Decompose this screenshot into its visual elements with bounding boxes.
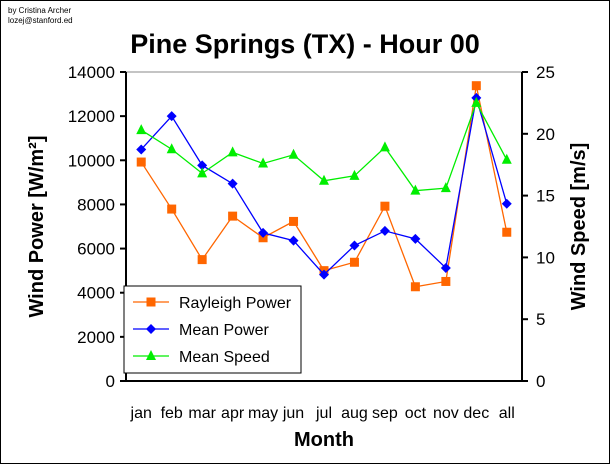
data-point xyxy=(166,143,177,154)
credit-author: by Cristina Archer xyxy=(8,6,72,15)
legend-marker xyxy=(146,324,156,334)
data-point xyxy=(136,157,146,167)
chart-title: Pine Springs (TX) - Hour 00 xyxy=(130,29,480,59)
x-tick-label: jan xyxy=(130,405,152,422)
y-tick-label: 4000 xyxy=(77,284,115,303)
data-point xyxy=(167,204,177,214)
data-point xyxy=(258,157,269,168)
x-tick-label: sep xyxy=(372,405,398,422)
data-point xyxy=(502,227,512,237)
data-point xyxy=(441,276,451,286)
data-point xyxy=(258,227,269,238)
y-tick-label: 0 xyxy=(106,372,115,391)
data-point xyxy=(228,211,238,221)
data-point xyxy=(410,233,421,244)
x-tick-label: dec xyxy=(463,405,489,422)
y-tick-label: 10000 xyxy=(68,151,115,170)
legend-label: Mean Power xyxy=(179,322,269,339)
credit-email: lozej@stanford.ed xyxy=(8,16,73,25)
data-point xyxy=(319,269,329,280)
data-point xyxy=(197,255,207,265)
y-tick-label: 8000 xyxy=(77,195,115,214)
series-line-mean-power xyxy=(140,97,508,276)
data-point xyxy=(379,141,390,152)
x-tick-label: jul xyxy=(315,405,332,422)
data-point xyxy=(349,257,359,267)
legend-label: Mean Speed xyxy=(179,349,270,366)
data-point xyxy=(471,81,481,91)
legend-label: Rayleigh Power xyxy=(179,295,292,312)
y2-tick-label: 25 xyxy=(536,63,555,82)
data-point xyxy=(471,96,482,107)
y-tick-label: 6000 xyxy=(77,240,115,259)
y2-tick-label: 5 xyxy=(536,310,545,329)
x-axis-label: Month xyxy=(294,429,354,451)
data-point xyxy=(136,124,147,135)
data-point xyxy=(197,160,208,171)
y2-tick-label: 0 xyxy=(536,372,545,391)
data-point xyxy=(288,235,299,246)
y-tick-label: 14000 xyxy=(68,63,115,82)
x-tick-label: may xyxy=(248,405,278,422)
y2-tick-label: 20 xyxy=(536,125,555,144)
data-point xyxy=(166,111,177,122)
data-point xyxy=(380,201,390,211)
y2-tick-label: 10 xyxy=(536,248,555,267)
data-point xyxy=(410,282,420,292)
data-point xyxy=(440,182,451,193)
y2-axis-label: Wind Speed [m/s] xyxy=(568,143,590,311)
y2-tick-label: 15 xyxy=(536,187,555,206)
data-point xyxy=(288,148,299,159)
x-tick-label: mar xyxy=(188,405,216,422)
data-point xyxy=(410,184,421,195)
y-axis-label: Wind Power [W/m²] xyxy=(26,135,48,317)
data-point xyxy=(289,216,299,226)
legend-marker xyxy=(146,297,156,307)
x-tick-label: aug xyxy=(341,405,368,422)
legend-marker xyxy=(146,350,156,360)
data-point xyxy=(227,178,238,189)
x-tick-label: nov xyxy=(433,405,459,422)
y-tick-label: 12000 xyxy=(68,107,115,126)
data-point xyxy=(349,169,360,180)
data-point xyxy=(319,174,329,185)
x-tick-label: jun xyxy=(282,405,304,422)
x-tick-label: apr xyxy=(221,405,245,422)
x-tick-label: feb xyxy=(161,405,183,422)
data-point xyxy=(136,144,147,155)
data-point xyxy=(501,153,512,164)
data-point xyxy=(227,146,238,157)
data-point xyxy=(197,167,208,178)
y-tick-label: 2000 xyxy=(77,328,115,347)
x-tick-label: oct xyxy=(405,405,427,422)
data-point xyxy=(379,225,390,236)
data-point xyxy=(349,240,360,251)
x-tick-label: all xyxy=(499,405,515,422)
data-point xyxy=(440,262,451,273)
series-line-rayleigh-power xyxy=(140,85,508,288)
data-point xyxy=(501,198,512,209)
